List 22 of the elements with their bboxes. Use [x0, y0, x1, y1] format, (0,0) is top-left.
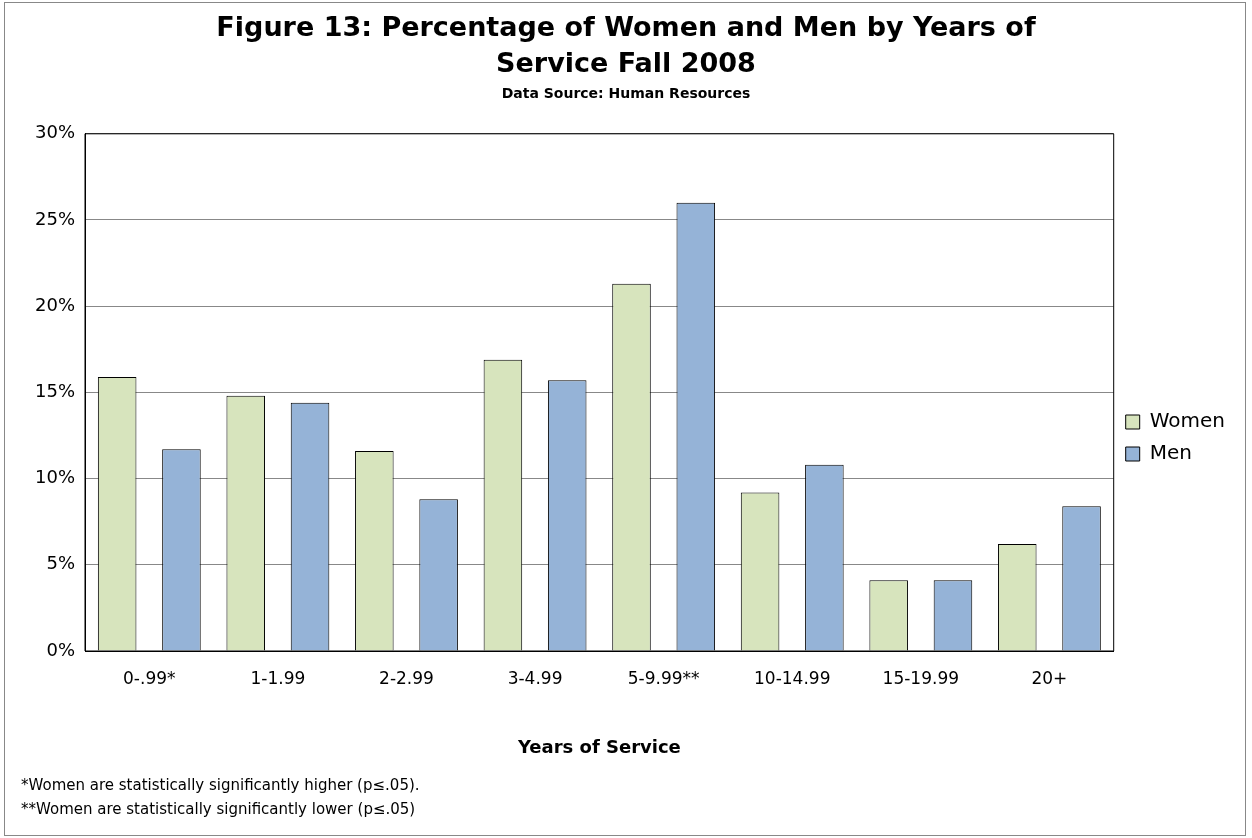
- text: *Women are statistically significantly higher (p≤.05).: [21, 775, 420, 796]
- x-tick-label: 2-2.99: [379, 667, 434, 688]
- chart-title: Figure 13: Percentage of Women and Men by Years of Service Fall 2008: [215, 10, 1037, 80]
- y-tick-label: 0%: [46, 638, 76, 660]
- y-tick-label: 5%: [46, 552, 76, 574]
- chart-subtitle: Data Source: Human Resources: [500, 85, 752, 101]
- y-tick-label: 30%: [34, 121, 76, 143]
- text: **Women are statistically significantly lower (p≤.05): [21, 799, 417, 820]
- y-tick-label: 10%: [34, 466, 76, 488]
- x-tick-label: 10-14.99: [754, 667, 831, 688]
- legend-label: Women: [1149, 408, 1226, 433]
- x-tick-label: 5-9.99**: [627, 667, 700, 688]
- y-tick-label: 25%: [34, 207, 76, 229]
- x-tick-label: 0-.99*: [123, 667, 176, 688]
- x-axis-title: Years of Service: [516, 735, 681, 757]
- y-tick-label: 15%: [34, 380, 76, 402]
- x-tick-label: 3-4.99: [507, 667, 563, 688]
- x-tick-label: 1-1.99: [250, 667, 306, 688]
- legend-label: Men: [1149, 440, 1192, 465]
- y-tick-label: 20%: [34, 293, 76, 315]
- x-tick-label: 20+: [1031, 667, 1068, 688]
- x-tick-label: 15-19.99: [882, 667, 960, 688]
